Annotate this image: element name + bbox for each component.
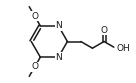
Text: OH: OH [117,44,130,53]
Text: O: O [31,62,38,71]
Text: N: N [55,53,62,62]
Text: O: O [31,12,38,21]
Text: N: N [55,21,62,30]
Text: O: O [101,26,108,35]
